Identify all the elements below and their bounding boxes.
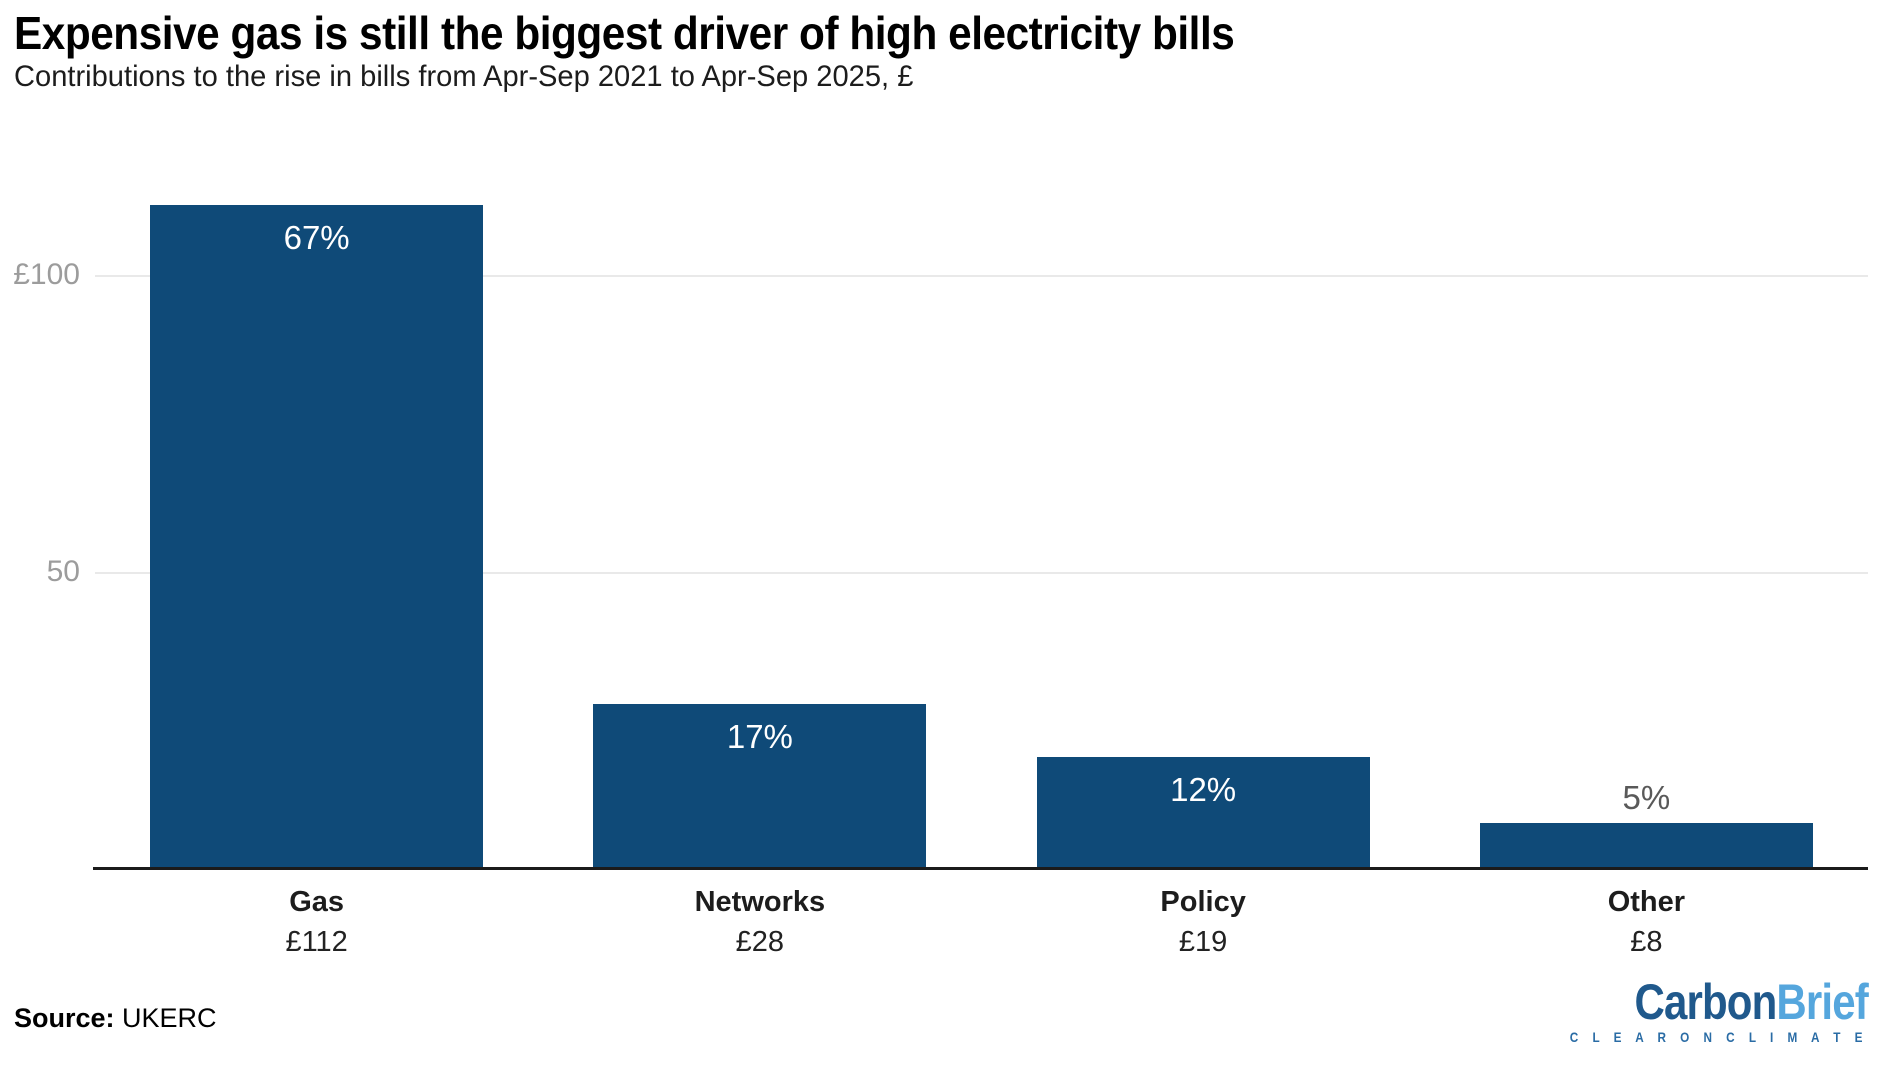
gridline — [95, 275, 1868, 278]
plot-area: £100 50 67% Gas £112 17% Networks £28 12% Policy £… — [13, 205, 1868, 958]
source-label: Source: — [14, 1003, 115, 1033]
category-value-label: £112 — [285, 926, 348, 958]
source-note: Source: UKERC — [14, 1003, 217, 1034]
y-axis-tick-label: £100 — [13, 258, 80, 292]
bar-networks — [593, 703, 927, 870]
logo-part-carbon: Carbon — [1634, 974, 1778, 1030]
category-value-label: £19 — [1178, 926, 1228, 958]
category-label: Networks — [694, 886, 826, 918]
chart-title: Expensive gas is still the biggest drive… — [14, 7, 1235, 59]
carbonbrief-logo: CarbonBrief C L E A R O N C L I M A T E — [1569, 974, 1869, 1045]
category-value-label: £8 — [1630, 926, 1663, 958]
bar-gas — [150, 205, 484, 870]
chart-subtitle: Contributions to the rise in bills from … — [14, 60, 914, 93]
y-axis-tick-label: 50 — [46, 555, 80, 589]
category-label: Other — [1607, 886, 1686, 918]
logo-part-brief: Brief — [1776, 974, 1869, 1030]
category-label: Gas — [289, 886, 345, 918]
category-value-label: £28 — [735, 926, 785, 958]
carbonbrief-wordmark: CarbonBrief — [1570, 974, 1869, 1030]
bar-percent-label: 5% — [1622, 778, 1671, 816]
gridline — [95, 572, 1868, 575]
category-label: Policy — [1160, 886, 1246, 918]
x-axis-line — [93, 867, 1868, 870]
bar-other — [1479, 822, 1813, 870]
logo-tagline: C L E A R O N C L I M A T E — [1569, 1029, 1868, 1045]
bar-percent-label: 17% — [726, 717, 793, 755]
bar-policy — [1036, 757, 1370, 870]
bar-percent-label: 12% — [1170, 771, 1237, 809]
source-value: UKERC — [114, 1003, 217, 1033]
bar-percent-label: 67% — [283, 219, 350, 256]
